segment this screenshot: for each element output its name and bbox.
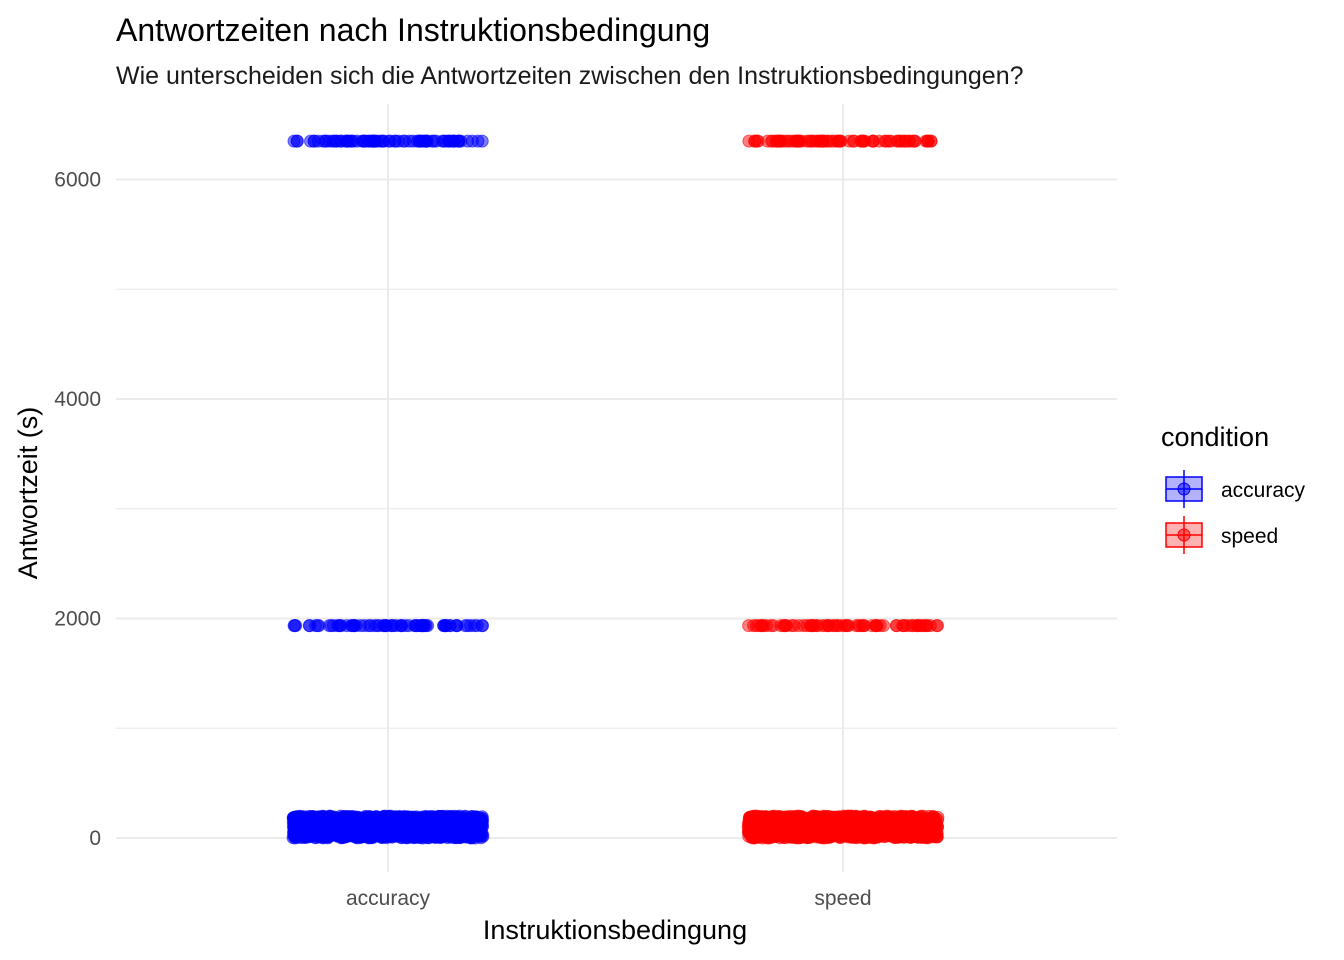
data-point-accuracy — [382, 811, 396, 825]
chart-title: Antwortzeiten nach Instruktionsbedingung — [116, 12, 710, 48]
legend-title: condition — [1161, 422, 1269, 452]
data-point-speed — [850, 831, 864, 845]
legend-label: accuracy — [1221, 479, 1306, 502]
data-point-accuracy — [371, 134, 385, 148]
data-point-speed — [864, 810, 878, 824]
data-point-accuracy — [293, 827, 307, 841]
data-point-accuracy — [327, 134, 341, 148]
legend: condition accuracy speed — [1161, 422, 1306, 554]
data-point-speed — [778, 619, 792, 633]
data-point-speed — [744, 818, 758, 832]
data-point-accuracy — [450, 810, 464, 824]
data-point-speed — [896, 828, 910, 842]
data-point-speed — [804, 619, 818, 633]
data-point-speed — [858, 134, 872, 148]
data-point-speed — [791, 826, 805, 839]
data-point-accuracy — [289, 814, 303, 828]
data-point-accuracy — [333, 619, 347, 633]
data-point-accuracy — [383, 134, 397, 148]
data-point-speed — [802, 134, 816, 148]
data-point-speed — [831, 619, 845, 633]
x-tick-label: speed — [814, 887, 871, 910]
legend-entry-speed: speed — [1165, 516, 1278, 554]
y-tick-label: 6000 — [54, 169, 101, 192]
y-tick-label: 0 — [89, 827, 101, 850]
x-axis-title: Instruktionsbedingung — [483, 915, 747, 945]
data-point-speed — [869, 619, 883, 633]
chart-subtitle: Wie unterscheiden sich die Antwortzeiten… — [116, 62, 1024, 90]
legend-entry-accuracy: accuracy — [1165, 470, 1306, 508]
data-points — [286, 134, 945, 845]
data-point-accuracy — [470, 619, 484, 633]
y-axis-ticks: 0 2000 4000 6000 — [54, 169, 101, 851]
data-point-speed — [842, 134, 856, 148]
grid — [116, 104, 1117, 872]
data-point-speed — [778, 134, 792, 148]
data-point-accuracy — [419, 619, 433, 633]
data-point-speed — [827, 134, 841, 148]
y-tick-label: 2000 — [54, 608, 101, 631]
legend-label: speed — [1221, 525, 1278, 548]
data-point-speed — [910, 824, 924, 838]
data-point-speed — [751, 619, 765, 633]
data-point-accuracy — [312, 619, 326, 633]
data-point-accuracy — [422, 815, 436, 829]
data-point-speed — [790, 134, 804, 148]
data-point-accuracy — [287, 619, 301, 633]
data-point-accuracy — [412, 134, 426, 148]
data-point-speed — [801, 813, 815, 826]
data-point-accuracy — [438, 619, 452, 633]
data-point-speed — [787, 810, 801, 824]
data-point-speed — [819, 619, 832, 633]
data-point-accuracy — [347, 619, 361, 633]
data-point-speed — [748, 134, 762, 148]
y-axis-title: Antwortzeit (s) — [13, 407, 43, 580]
data-point-speed — [905, 619, 919, 633]
data-point-speed — [890, 619, 903, 633]
data-point-accuracy — [456, 824, 470, 838]
data-point-accuracy — [311, 134, 325, 148]
data-point-accuracy — [468, 823, 482, 837]
data-point-speed — [827, 823, 841, 837]
data-point-speed — [923, 828, 937, 842]
data-point-speed — [921, 134, 935, 148]
data-point-accuracy — [386, 827, 400, 841]
data-point-accuracy — [342, 134, 355, 148]
data-point-speed — [834, 811, 847, 825]
data-point-accuracy — [402, 818, 416, 832]
data-point-accuracy — [313, 815, 327, 829]
data-point-speed — [923, 619, 937, 633]
data-point-speed — [878, 819, 892, 833]
data-point-accuracy — [465, 134, 479, 148]
y-tick-label: 4000 — [54, 388, 101, 411]
data-point-accuracy — [360, 811, 374, 825]
data-point-speed — [812, 829, 826, 843]
data-point-speed — [764, 824, 778, 838]
data-point-accuracy — [377, 619, 391, 633]
data-point-accuracy — [447, 134, 461, 148]
x-axis-ticks: accuracy speed — [346, 887, 872, 910]
data-point-accuracy — [443, 828, 457, 841]
data-point-speed — [882, 134, 896, 148]
legend-point — [1177, 528, 1191, 542]
data-point-accuracy — [352, 830, 366, 844]
data-point-accuracy — [290, 134, 304, 148]
x-tick-label: accuracy — [346, 887, 431, 910]
data-point-speed — [853, 619, 867, 633]
data-point-speed — [898, 134, 912, 148]
legend-point — [1177, 482, 1191, 496]
data-point-accuracy — [329, 812, 343, 826]
